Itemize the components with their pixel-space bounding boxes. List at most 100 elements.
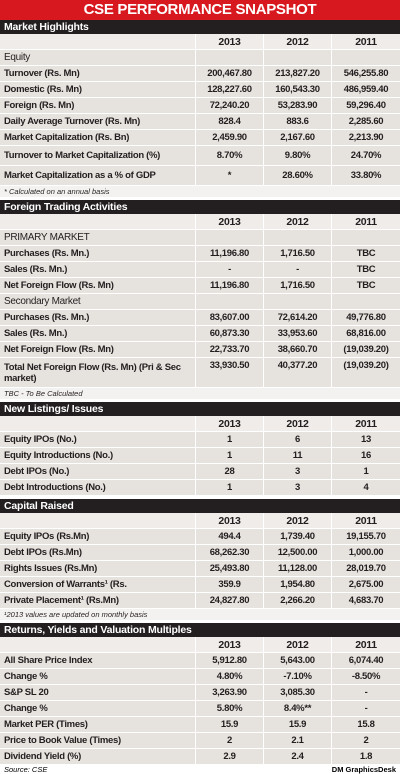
cell-value: 6 <box>264 432 332 447</box>
data-row: Purchases (Rs. Mn.) 83,607.00 72,614.20 49,… <box>0 310 400 326</box>
credit: DM GraphicsDesk <box>331 765 396 774</box>
cell-value: 2,213.90 <box>348 132 384 143</box>
cell-value: 828.4 <box>196 114 264 129</box>
cell-value: 33.80% <box>350 170 382 181</box>
cell-value: 22,733.70 <box>196 342 264 357</box>
data-row: Dividend Yield (%) 2.9 2.4 1.8 <box>0 749 400 765</box>
data-row: Foreign (Rs. Mn) 72,240.20 53,283.90 59,296… <box>0 98 400 114</box>
cell-value: 72,614.20 <box>264 310 332 325</box>
data-row: Debt IPOs (Rs.Mn) 68,262.30 12,500.00 1,000… <box>0 545 400 561</box>
subheader-row: Secondary Market <box>0 294 400 310</box>
year-header-row: 2013 2012 2011 <box>0 34 400 50</box>
year-header-row: 2013 2012 2011 <box>0 214 400 230</box>
header-blank <box>0 513 196 528</box>
source: Source: CSE <box>4 765 48 774</box>
data-row: Change % 4.80% -7.10% -8.50% <box>0 669 400 685</box>
cell-value: 33,953.60 <box>264 326 332 341</box>
cell-value: 2,459.90 <box>196 130 264 145</box>
row-label: Debt IPOs (Rs.Mn) <box>0 545 196 560</box>
cell-value: 83,607.00 <box>196 310 264 325</box>
blank-cell <box>196 50 264 65</box>
cell-value: 28 <box>196 464 264 479</box>
cell-value: 6,074.40 <box>348 655 384 666</box>
section: Market Highlights 2013 2012 2011 Equity Turno… <box>0 20 400 197</box>
cell-value: - <box>264 262 332 277</box>
cell-value: 16 <box>361 450 371 461</box>
year-label: 2013 <box>196 416 264 431</box>
data-row: Purchases (Rs. Mn.) 11,196.80 1,716.50 TBC <box>0 246 400 262</box>
row-label: Debt IPOs (No.) <box>0 464 196 479</box>
year-label: 2012 <box>264 34 332 49</box>
footer: Source: CSE DM GraphicsDesk <box>0 765 400 774</box>
cell-value: - <box>364 703 368 714</box>
cell-value: 2.1 <box>264 733 332 748</box>
cell-value: TBC <box>356 280 376 291</box>
cell-value: 40,377.20 <box>264 358 332 387</box>
cell-value: 28.60% <box>264 166 332 185</box>
row-label: S&P SL 20 <box>0 685 196 700</box>
year-label: 2012 <box>264 637 332 652</box>
cell-value: 59,296.40 <box>346 100 386 111</box>
data-row: All Share Price Index 5,912.80 5,643.00 6,0… <box>0 653 400 669</box>
cell-value: 213,827.20 <box>264 66 332 81</box>
cell-value: 2.9 <box>196 749 264 764</box>
data-row: Equity IPOs (Rs.Mn) 494.4 1,739.40 19,155.7… <box>0 529 400 545</box>
year-header-row: 2013 2012 2011 <box>0 513 400 529</box>
section-title: Returns, Yields and Valuation Multiples <box>0 623 400 637</box>
subheader-row: PRIMARY MARKET <box>0 230 400 246</box>
row-label: Conversion of Warrants¹ (Rs. <box>0 577 196 592</box>
year-label: 2011 <box>355 638 377 651</box>
year-label: 2013 <box>196 214 264 229</box>
section-title: Foreign Trading Activities <box>0 200 400 214</box>
cell-value: 546,255.80 <box>343 68 389 79</box>
cell-value: 38,660.70 <box>264 342 332 357</box>
blank-cell <box>332 50 400 65</box>
row-label: Equity IPOs (No.) <box>0 432 196 447</box>
row-label: Market Capitalization (Rs. Bn) <box>0 130 196 145</box>
cell-value: 2 <box>363 735 369 746</box>
data-row: Daily Average Turnover (Rs. Mn) 828.4 883.… <box>0 114 400 130</box>
cell-value: 1.8 <box>359 751 373 762</box>
section-note: ¹2013 values are updated on monthly basi… <box>0 609 400 620</box>
section-note: TBC - To Be Calculated <box>0 388 400 399</box>
cell-value: 15.9 <box>264 717 332 732</box>
cell-value: 1,716.50 <box>264 246 332 261</box>
cell-value: 19,155.70 <box>346 531 386 542</box>
year-label: 2011 <box>355 215 377 228</box>
year-header-row: 2013 2012 2011 <box>0 637 400 653</box>
blank-cell <box>264 230 332 245</box>
section-title: Market Highlights <box>0 20 400 34</box>
sections: Market Highlights 2013 2012 2011 Equity Turno… <box>0 20 400 765</box>
row-label: Equity Introductions (No.) <box>0 448 196 463</box>
data-row: Net Foreign Flow (Rs. Mn) 22,733.70 38,660… <box>0 342 400 358</box>
data-row: Market Capitalization as a % of GDP * 28.6… <box>0 166 400 186</box>
cell-value: 68,816.00 <box>346 328 386 339</box>
row-label: Total Net Foreign Flow (Rs. Mn) (Pri & S… <box>0 358 196 387</box>
data-row: Domestic (Rs. Mn) 128,227.60 160,543.30 486… <box>0 82 400 98</box>
blank-cell <box>196 230 264 245</box>
data-row: Turnover (Rs. Mn) 200,467.80 213,827.20 546… <box>0 66 400 82</box>
cell-value: - <box>364 687 368 698</box>
header-blank <box>0 34 196 49</box>
data-row: Sales (Rs. Mn.) - - TBC <box>0 262 400 278</box>
row-label: Daily Average Turnover (Rs. Mn) <box>0 114 196 129</box>
data-row: Rights Issues (Rs.Mn) 25,493.80 11,128.00 2… <box>0 561 400 577</box>
data-row: Change % 5.80% 8.4%** - <box>0 701 400 717</box>
year-label: 2011 <box>355 35 377 48</box>
cell-value: 2,266.20 <box>264 593 332 608</box>
cell-value: 2.4 <box>264 749 332 764</box>
cell-value: 4.80% <box>196 669 264 684</box>
year-label: 2012 <box>264 214 332 229</box>
cell-value: 1 <box>363 466 369 477</box>
row-label: Rights Issues (Rs.Mn) <box>0 561 196 576</box>
data-row: Market PER (Times) 15.9 15.9 15.8 <box>0 717 400 733</box>
year-label: 2012 <box>264 416 332 431</box>
subheader: PRIMARY MARKET <box>0 230 196 245</box>
cell-value: 15.8 <box>357 719 375 730</box>
row-label: Price to Book Value (Times) <box>0 733 196 748</box>
data-row: Turnover to Market Capitalization (%) 8.7… <box>0 146 400 166</box>
cell-value: 1 <box>196 432 264 447</box>
cell-value: 160,543.30 <box>264 82 332 97</box>
cell-value: 5,912.80 <box>196 653 264 668</box>
